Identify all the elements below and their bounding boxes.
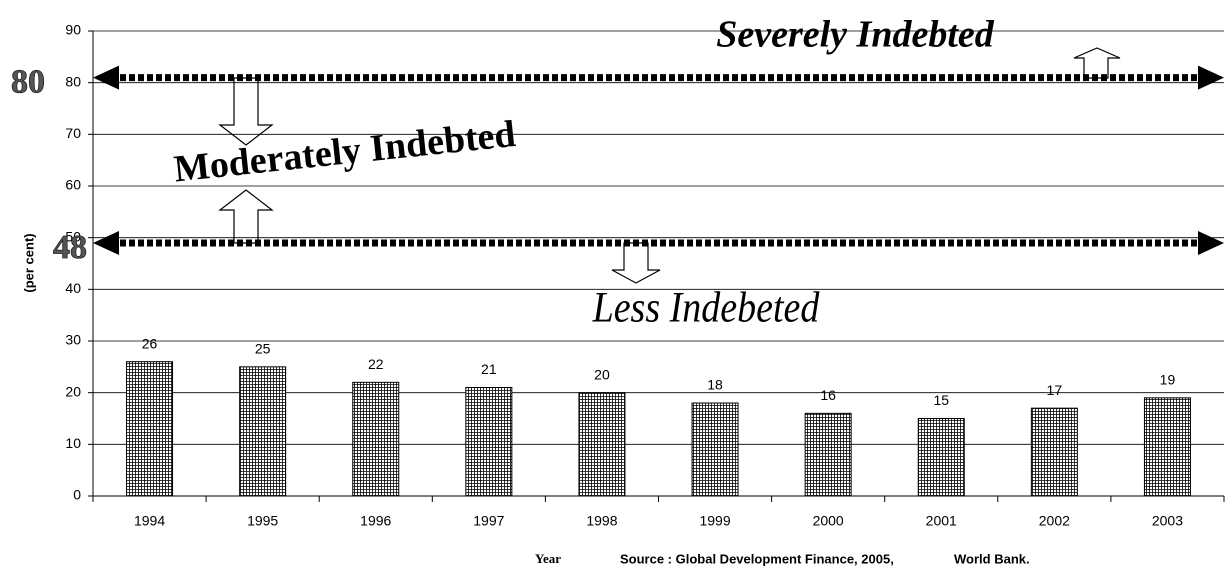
data-label: 22 (368, 356, 384, 372)
bar (1143, 397, 1191, 497)
data-label: 15 (933, 392, 949, 408)
x-tick-label: 1994 (134, 513, 165, 529)
x-tick-label: 1995 (247, 513, 278, 529)
data-label: 16 (820, 387, 836, 403)
x-axis-label: Year (535, 551, 561, 566)
bar (126, 361, 174, 497)
x-tick-label: 2003 (1152, 513, 1183, 529)
bar (804, 412, 852, 497)
annotation: Less Indebeted (592, 283, 820, 331)
arrows (218, 47, 1121, 284)
bar (578, 392, 626, 497)
threshold-label: 80 (11, 63, 45, 100)
x-tick-label: 2000 (813, 513, 844, 529)
bar (239, 366, 287, 497)
data-label: 20 (594, 366, 610, 382)
data-label: 17 (1047, 382, 1063, 398)
data-label: 21 (481, 361, 497, 377)
y-tick-label: 30 (65, 332, 81, 348)
y-tick-label: 40 (65, 280, 81, 296)
y-tick-label: 80 (65, 73, 81, 89)
y-tick-label: 10 (65, 435, 81, 451)
data-label: 18 (707, 377, 723, 393)
bar (917, 418, 965, 497)
source: Source : Global Development Finance, 200… (620, 551, 894, 566)
x-tick-label: 2001 (926, 513, 957, 529)
x-tick-label: 1997 (473, 513, 504, 529)
bar (352, 381, 400, 497)
annotation: Severely Indebted (716, 14, 995, 56)
y-tick-label: 70 (65, 125, 81, 141)
y-tick-label: 90 (65, 22, 81, 38)
threshold-label: 48 (53, 229, 87, 266)
bar (465, 387, 513, 497)
x-tick-label: 2002 (1039, 513, 1070, 529)
threshold-arrowhead (93, 65, 119, 90)
bar (691, 402, 739, 497)
threshold-arrowhead (1198, 231, 1224, 255)
x-tick-label: 1996 (360, 513, 391, 529)
threshold-arrowhead (1198, 65, 1224, 90)
threshold-arrowhead (93, 231, 119, 255)
data-label: 26 (142, 335, 158, 351)
source-org: World Bank. (954, 551, 1030, 566)
data-label: 25 (255, 341, 271, 357)
data-label: 19 (1160, 372, 1176, 388)
y-tick-label: 60 (65, 177, 81, 193)
y-axis-label: (per cent) (21, 233, 36, 292)
x-tick-label: 1999 (699, 513, 730, 529)
x-tick-label: 1998 (586, 513, 617, 529)
y-tick-label: 0 (73, 487, 81, 503)
y-tick-label: 50 (65, 228, 81, 244)
y-tick-label: 20 (65, 383, 81, 399)
bar (1030, 407, 1078, 497)
